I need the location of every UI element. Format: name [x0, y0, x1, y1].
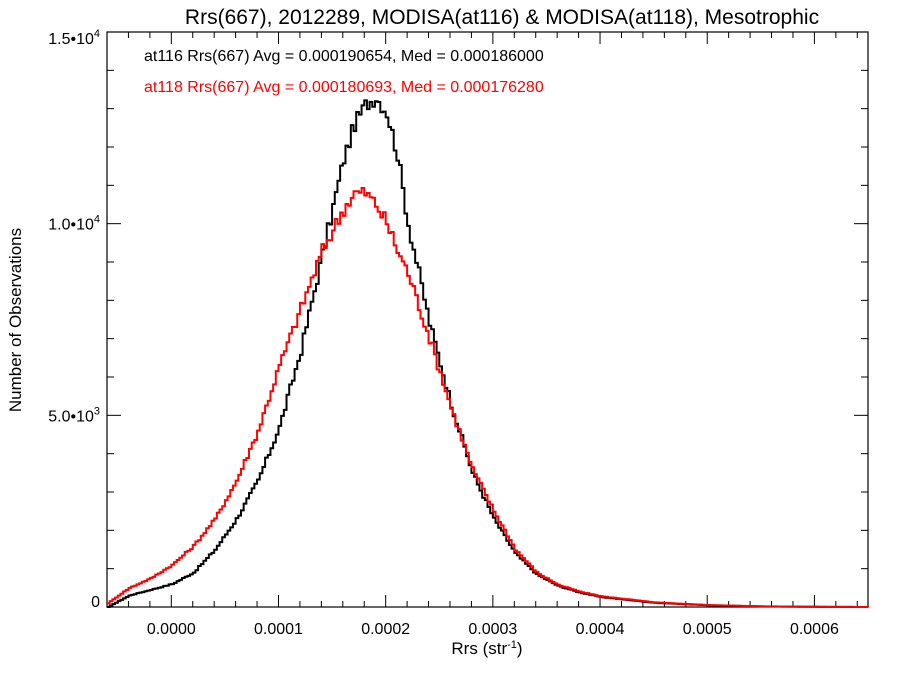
x-tick-label: 0.0000 [147, 621, 196, 638]
y-axis-label: Number of Observations [6, 228, 25, 412]
x-tick-label: 0.0001 [254, 621, 303, 638]
y-tick-label: 1.5•104 [48, 28, 100, 48]
x-axis-label: Rrs (str-1) [451, 639, 522, 658]
legend-entry-at116: at116 Rrs(667) Avg = 0.000190654, Med = … [144, 48, 544, 65]
series-group [107, 99, 869, 608]
plot-frame [106, 31, 869, 608]
legend: at116 Rrs(667) Avg = 0.000190654, Med = … [144, 48, 544, 96]
x-tick-labels: 0.0000 0.0001 0.0002 0.0003 0.0004 0.0005 0.00… [147, 621, 839, 638]
chart-title: Rrs(667), 2012289, MODISA(at116) & MODIS… [185, 6, 819, 29]
x-axis-label-unit-exponent: -1 [507, 639, 517, 651]
y-tick-label: 5.0•103 [48, 405, 100, 425]
x-tick-label: 0.0004 [576, 621, 625, 638]
series-line-at116 [107, 99, 869, 608]
y-tick-label: 0 [91, 594, 100, 611]
axis-ticks [106, 31, 868, 608]
x-tick-label: 0.0003 [468, 621, 517, 638]
legend-entry-at118: at118 Rrs(667) Avg = 0.000180693, Med = … [144, 79, 544, 96]
series-line-at118 [107, 186, 869, 608]
y-tick-labels: 0 5.0•103 1.0•104 1.5•104 [48, 28, 100, 611]
x-tick-label: 0.0002 [361, 621, 410, 638]
x-tick-label: 0.0005 [683, 621, 732, 638]
x-tick-label: 0.0006 [790, 621, 839, 638]
y-tick-label: 1.0•104 [48, 214, 100, 234]
